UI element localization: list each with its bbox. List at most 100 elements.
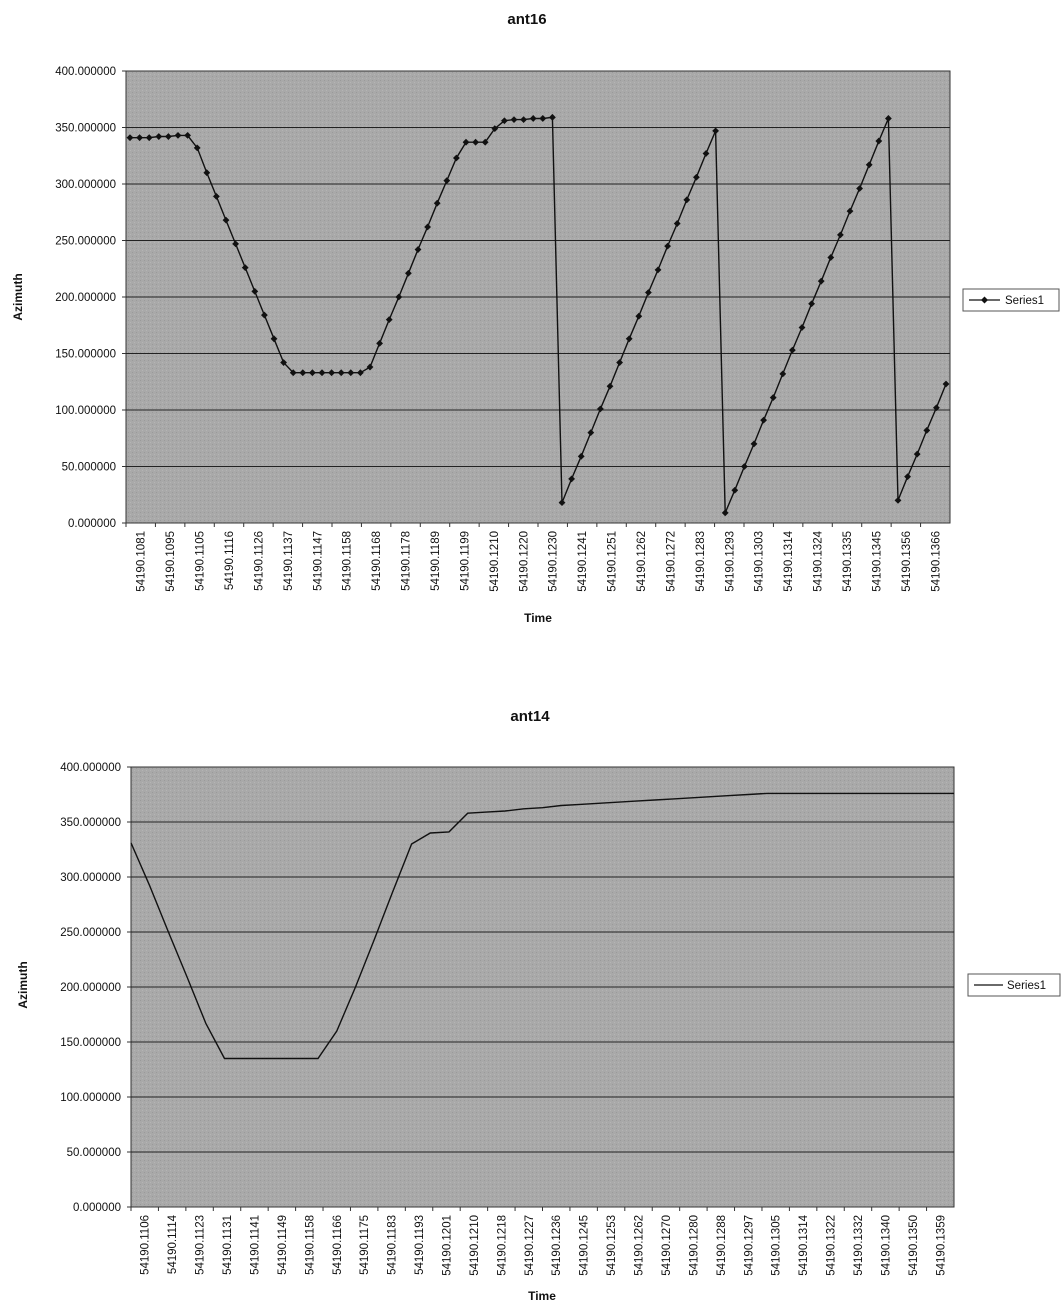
data-point bbox=[145, 134, 153, 142]
chart-title: ant14 bbox=[510, 708, 550, 725]
series-line bbox=[130, 792, 954, 1060]
data-point bbox=[491, 125, 499, 133]
x-tick-label: 54190.1356 bbox=[901, 531, 913, 592]
data-point bbox=[933, 404, 940, 412]
x-tick-label: 54190.1262 bbox=[636, 531, 648, 592]
x-tick-label: 54190.1262 bbox=[634, 1215, 646, 1276]
y-tick-label: 0.000000 bbox=[68, 518, 116, 530]
legend-box bbox=[967, 973, 1061, 997]
data-point bbox=[136, 134, 143, 142]
legend: Series1 bbox=[962, 288, 1060, 312]
data-point bbox=[433, 199, 441, 207]
data-point bbox=[654, 266, 662, 274]
x-tick-label: 54190.1105 bbox=[195, 531, 207, 591]
x-tick-label: 54190.1081 bbox=[136, 531, 148, 592]
x-tick-label: 54190.1147 bbox=[312, 531, 324, 591]
x-tick-label: 54190.1141 bbox=[249, 1215, 261, 1275]
legend-marker-icon bbox=[981, 296, 988, 304]
chart-ant16: ant16 0.000000 50.000000 100.000000 150.000… bbox=[11, 11, 1060, 625]
x-tick-label: 54190.1114 bbox=[167, 1214, 179, 1274]
data-point bbox=[817, 277, 825, 285]
x-tick-label: 54190.1241 bbox=[577, 531, 589, 592]
y-tick-label: 300.000000 bbox=[55, 179, 116, 191]
data-point bbox=[414, 246, 422, 253]
x-tick-labels: 54190.1106 54190.1114 54190.1123 54190.1131… bbox=[140, 1214, 948, 1275]
data-point bbox=[549, 113, 556, 121]
data-point bbox=[904, 473, 911, 481]
x-tick-label: 54190.1106 bbox=[140, 1215, 152, 1275]
data-point bbox=[222, 216, 230, 224]
x-tick-labels: 54190.1081 54190.1095 54190.1105 54190.1116… bbox=[136, 530, 943, 591]
x-axis-title: Time bbox=[524, 611, 552, 625]
x-tick-label: 54190.1350 bbox=[908, 1215, 920, 1276]
y-tick-label: 50.000000 bbox=[62, 462, 116, 474]
data-point bbox=[395, 293, 403, 301]
series-1 bbox=[126, 113, 950, 517]
data-point bbox=[645, 289, 652, 296]
data-point bbox=[385, 316, 393, 323]
legend: Series1 bbox=[967, 973, 1061, 997]
data-point bbox=[789, 346, 796, 354]
grid-lines bbox=[127, 766, 954, 1211]
x-tick-label: 54190.1253 bbox=[606, 1215, 618, 1276]
y-tick-label: 300.000000 bbox=[60, 872, 121, 884]
x-tick-label: 54190.1322 bbox=[826, 1215, 838, 1276]
data-point bbox=[165, 133, 172, 140]
data-point bbox=[673, 220, 681, 227]
x-tick-label: 54190.1305 bbox=[771, 1215, 783, 1276]
data-point bbox=[606, 382, 614, 390]
x-tick-label: 54190.1230 bbox=[548, 531, 560, 592]
x-tick-label: 54190.1366 bbox=[930, 531, 942, 592]
y-tick-label: 150.000000 bbox=[60, 1037, 121, 1049]
data-point bbox=[683, 196, 691, 204]
data-point bbox=[347, 369, 355, 377]
data-point bbox=[741, 463, 748, 470]
data-point bbox=[213, 193, 220, 200]
x-tick-label: 54190.1340 bbox=[880, 1215, 892, 1276]
data-point bbox=[856, 185, 863, 192]
y-tick-label: 0.000000 bbox=[73, 1202, 121, 1214]
data-point bbox=[241, 264, 249, 272]
legend-label: Series1 bbox=[1007, 980, 1046, 992]
x-tick-label: 54190.1303 bbox=[754, 531, 766, 592]
x-tick-label: 54190.1245 bbox=[579, 1215, 591, 1276]
data-point bbox=[405, 269, 412, 277]
data-point bbox=[510, 116, 518, 123]
data-point bbox=[894, 497, 902, 504]
x-tick-label: 54190.1210 bbox=[469, 1215, 481, 1276]
data-point bbox=[357, 369, 364, 377]
data-point bbox=[779, 370, 787, 378]
data-point bbox=[520, 116, 527, 123]
x-tick-label: 54190.1251 bbox=[607, 531, 619, 592]
x-tick-label: 54190.1193 bbox=[414, 1215, 426, 1275]
x-tick-label: 54190.1199 bbox=[459, 531, 471, 591]
data-point bbox=[558, 499, 566, 507]
y-tick-label: 200.000000 bbox=[60, 982, 121, 994]
x-tick-label: 54190.1314 bbox=[798, 1214, 810, 1275]
x-tick-label: 54190.1126 bbox=[253, 531, 265, 591]
data-point bbox=[280, 359, 287, 366]
data-point bbox=[501, 117, 508, 125]
x-tick-label: 54190.1297 bbox=[743, 1215, 755, 1276]
x-tick-label: 54190.1178 bbox=[401, 531, 413, 591]
data-point bbox=[472, 138, 479, 146]
x-tick-label: 54190.1183 bbox=[387, 1215, 399, 1275]
x-tick-label: 54190.1116 bbox=[224, 531, 236, 590]
data-point bbox=[750, 440, 758, 448]
x-tick-label: 54190.1149 bbox=[277, 1215, 289, 1275]
y-tick-label: 400.000000 bbox=[55, 66, 116, 78]
data-point bbox=[635, 312, 643, 320]
x-tick-label: 54190.1166 bbox=[332, 1215, 344, 1275]
y-tick-labels: 0.000000 50.000000 100.000000 150.000000 200… bbox=[60, 762, 121, 1214]
x-tick-label: 54190.1201 bbox=[441, 1215, 453, 1276]
x-tick-label: 54190.1137 bbox=[283, 531, 295, 591]
data-point bbox=[587, 429, 595, 436]
data-point bbox=[529, 115, 537, 122]
x-tick-label: 54190.1210 bbox=[489, 531, 501, 592]
data-point bbox=[203, 169, 211, 177]
data-point bbox=[712, 127, 719, 135]
data-point bbox=[597, 405, 604, 413]
data-point bbox=[942, 380, 950, 388]
legend-box bbox=[962, 288, 1060, 312]
series-line bbox=[130, 116, 947, 514]
